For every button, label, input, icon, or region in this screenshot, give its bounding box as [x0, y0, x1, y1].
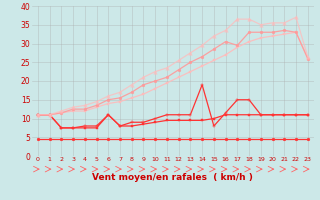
X-axis label: Vent moyen/en rafales  ( km/h ): Vent moyen/en rafales ( km/h ): [92, 174, 253, 182]
